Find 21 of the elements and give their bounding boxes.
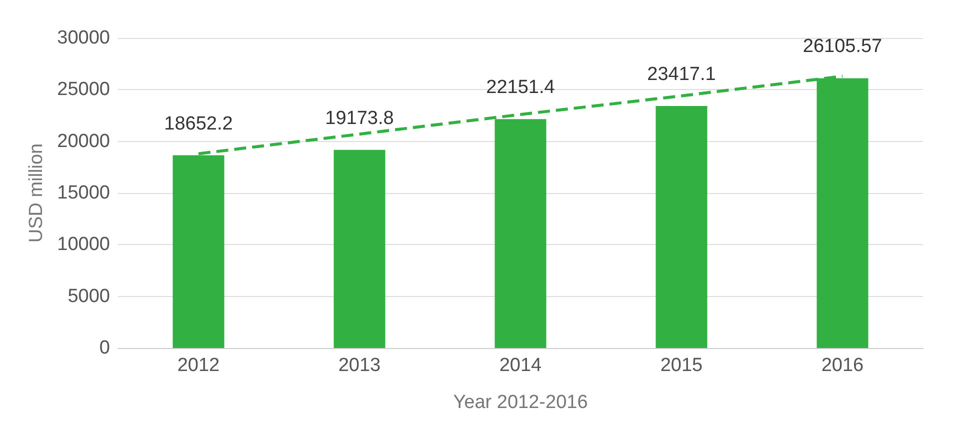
bar (656, 106, 708, 348)
y-tick-label: 0 (99, 338, 110, 358)
y-tick-label: 20000 (57, 130, 110, 152)
y-axis-title: USD million (26, 143, 47, 243)
x-tick-label: 2013 (338, 355, 381, 376)
y-tick-label: 5000 (68, 286, 110, 307)
x-tick-label: 2015 (660, 355, 703, 376)
text: 18652.2 (164, 113, 233, 134)
x-tick-label: 2012 (177, 355, 220, 376)
x-axis-title: Year 2012-2016 (453, 392, 588, 413)
y-tick-label: 10000 (57, 234, 110, 256)
text: 26105.57 (802, 36, 882, 58)
text: 23417.1 (647, 64, 716, 86)
y-tick-label: 15000 (57, 182, 110, 204)
text: 22151.4 (486, 77, 555, 98)
x-tick-label: 2016 (821, 355, 864, 376)
text: 19173.8 (325, 108, 394, 129)
y-tick-label: 25000 (57, 79, 110, 100)
x-tick-label: 2014 (499, 355, 542, 376)
bar (334, 150, 386, 348)
y-tick-label: 30000 (57, 28, 110, 48)
